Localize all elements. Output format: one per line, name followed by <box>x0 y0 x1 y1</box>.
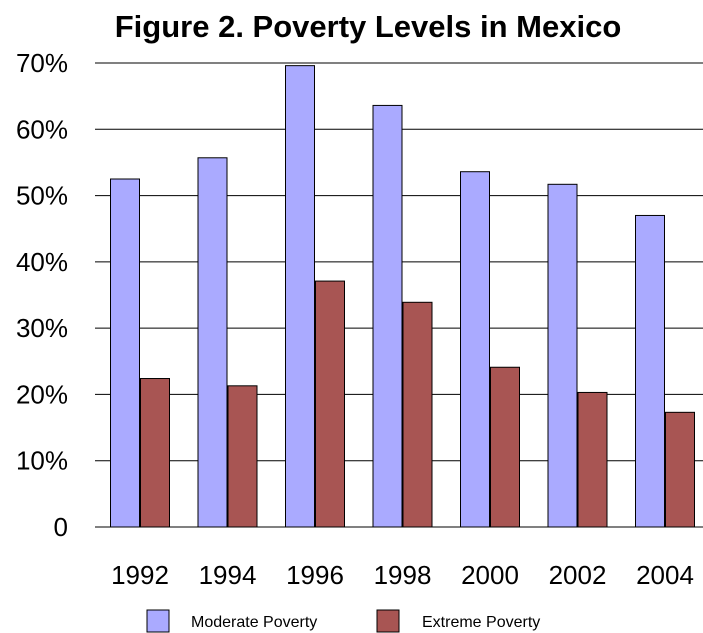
moderate-poverty-bar <box>547 183 578 528</box>
extreme-poverty-bar <box>315 280 345 528</box>
extreme-poverty-bar <box>665 411 695 528</box>
extreme-poverty-bar <box>490 366 520 528</box>
y-tick-label: 0 <box>54 512 68 542</box>
y-tick-label: 10% <box>16 446 68 476</box>
y-tick-label: 20% <box>16 379 68 409</box>
bar-group-2000 <box>460 171 520 528</box>
moderate-poverty-bar <box>110 178 140 528</box>
x-axis-ticks: 1992 1994 1996 1998 2000 2002 2004 <box>111 560 694 590</box>
extreme-poverty-bar <box>227 385 258 528</box>
bar-group-1998 <box>372 104 433 528</box>
x-tick-label: 2002 <box>549 560 607 590</box>
legend-swatch <box>376 609 400 633</box>
moderate-poverty-bar <box>635 214 665 528</box>
legend-label: Moderate Poverty <box>191 614 317 631</box>
y-tick-label: 50% <box>16 181 68 211</box>
y-tick-label: 60% <box>16 114 68 144</box>
bar-group-1994 <box>197 157 258 528</box>
moderate-poverty-bar <box>460 171 490 528</box>
bar-group-2002 <box>547 183 608 528</box>
moderate-poverty-bar <box>197 157 228 528</box>
extreme-poverty-bar <box>140 378 170 528</box>
y-tick-label: 70% <box>16 48 68 78</box>
extreme-poverty-bar <box>402 301 433 528</box>
legend-label: Extreme Poverty <box>422 614 540 631</box>
y-axis-ticks: 0 10% 20% 30% 40% 50% 60% 70% <box>16 48 68 542</box>
moderate-poverty-bar <box>285 65 315 528</box>
bar-group-1992 <box>110 178 170 528</box>
x-tick-label: 2004 <box>636 560 694 590</box>
legend-swatch <box>146 609 170 633</box>
x-tick-label: 1998 <box>374 560 432 590</box>
x-tick-label: 1994 <box>199 560 257 590</box>
x-tick-label: 1996 <box>286 560 344 590</box>
moderate-poverty-bar <box>372 104 403 528</box>
y-tick-label: 40% <box>16 247 68 277</box>
x-tick-label: 1992 <box>111 560 169 590</box>
chart-title: Figure 2. Poverty Levels in Mexico <box>115 9 622 44</box>
bar-group-1996 <box>285 65 345 528</box>
bars <box>110 65 695 528</box>
x-tick-label: 2000 <box>461 560 519 590</box>
extreme-poverty-bar <box>577 391 608 528</box>
y-tick-label: 30% <box>16 313 68 343</box>
legend: Moderate Poverty Extreme Poverty <box>146 609 540 633</box>
